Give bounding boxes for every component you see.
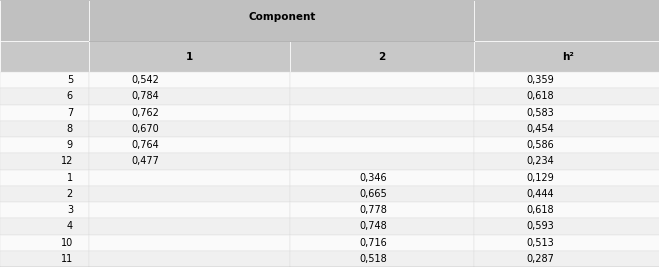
Bar <box>474 0 659 41</box>
Text: 9: 9 <box>67 140 73 150</box>
Bar <box>0 202 89 218</box>
Text: 0,748: 0,748 <box>359 221 387 231</box>
Bar <box>89 137 290 153</box>
Text: 11: 11 <box>61 254 73 264</box>
Text: 7: 7 <box>67 108 73 118</box>
Text: 0,477: 0,477 <box>131 156 159 166</box>
Bar <box>0 41 89 72</box>
Bar <box>0 186 89 202</box>
Text: 4: 4 <box>67 221 73 231</box>
Text: 0,618: 0,618 <box>527 205 554 215</box>
Bar <box>0 88 89 105</box>
Bar <box>290 234 474 251</box>
Bar <box>290 218 474 234</box>
Bar <box>89 72 290 88</box>
Text: h²: h² <box>562 52 575 62</box>
Text: 6: 6 <box>67 92 73 101</box>
Bar <box>290 170 474 186</box>
Bar <box>0 137 89 153</box>
Bar <box>290 41 474 72</box>
Bar <box>89 88 290 105</box>
Bar <box>89 121 290 137</box>
Bar <box>290 72 474 88</box>
Bar <box>474 218 659 234</box>
Text: 0,287: 0,287 <box>527 254 554 264</box>
Bar <box>89 202 290 218</box>
Text: Component: Component <box>248 11 316 22</box>
Bar <box>290 88 474 105</box>
Text: 5: 5 <box>67 75 73 85</box>
Text: 8: 8 <box>67 124 73 134</box>
Bar <box>89 105 290 121</box>
Bar <box>89 186 290 202</box>
Bar <box>474 88 659 105</box>
Bar <box>474 186 659 202</box>
Text: 0,513: 0,513 <box>527 238 554 248</box>
Text: 0,778: 0,778 <box>359 205 387 215</box>
Text: 0,518: 0,518 <box>359 254 387 264</box>
Bar <box>474 121 659 137</box>
Text: 0,444: 0,444 <box>527 189 554 199</box>
Bar <box>474 234 659 251</box>
Text: 0,716: 0,716 <box>359 238 387 248</box>
Bar <box>290 153 474 170</box>
Bar <box>290 105 474 121</box>
Text: 0,665: 0,665 <box>359 189 387 199</box>
Bar <box>474 41 659 72</box>
Bar <box>89 251 290 267</box>
Text: 0,764: 0,764 <box>131 140 159 150</box>
Bar <box>0 0 89 41</box>
Text: 0,593: 0,593 <box>527 221 554 231</box>
Bar <box>474 170 659 186</box>
Bar <box>474 72 659 88</box>
Bar <box>0 251 89 267</box>
Text: 0,234: 0,234 <box>527 156 554 166</box>
Bar <box>474 153 659 170</box>
Bar <box>0 72 89 88</box>
Text: 10: 10 <box>61 238 73 248</box>
Bar <box>474 105 659 121</box>
Bar <box>89 41 290 72</box>
Text: 0,762: 0,762 <box>131 108 159 118</box>
Text: 0,346: 0,346 <box>359 173 387 183</box>
Text: 0,586: 0,586 <box>527 140 554 150</box>
Text: 0,618: 0,618 <box>527 92 554 101</box>
Bar <box>290 202 474 218</box>
Bar <box>474 202 659 218</box>
Bar <box>89 153 290 170</box>
Bar <box>89 0 474 41</box>
Bar <box>290 251 474 267</box>
Bar <box>0 218 89 234</box>
Text: 2: 2 <box>67 189 73 199</box>
Text: 3: 3 <box>67 205 73 215</box>
Bar <box>89 234 290 251</box>
Text: 0,784: 0,784 <box>131 92 159 101</box>
Bar <box>0 170 89 186</box>
Text: 2: 2 <box>378 52 386 62</box>
Text: 0,542: 0,542 <box>131 75 159 85</box>
Text: 12: 12 <box>61 156 73 166</box>
Bar <box>0 105 89 121</box>
Bar <box>0 153 89 170</box>
Text: 0,670: 0,670 <box>131 124 159 134</box>
Bar <box>89 218 290 234</box>
Bar <box>89 170 290 186</box>
Text: 0,583: 0,583 <box>527 108 554 118</box>
Bar <box>290 121 474 137</box>
Text: 1: 1 <box>186 52 193 62</box>
Text: 0,359: 0,359 <box>527 75 554 85</box>
Text: 0,454: 0,454 <box>527 124 554 134</box>
Bar <box>290 186 474 202</box>
Bar <box>474 251 659 267</box>
Bar <box>0 121 89 137</box>
Text: 1: 1 <box>67 173 73 183</box>
Bar <box>0 234 89 251</box>
Bar <box>474 137 659 153</box>
Text: 0,129: 0,129 <box>527 173 554 183</box>
Bar <box>290 137 474 153</box>
